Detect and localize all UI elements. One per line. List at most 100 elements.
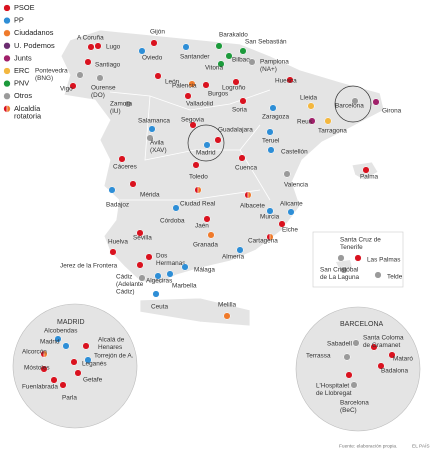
city-label: Alcorcón bbox=[22, 349, 47, 356]
city-dot bbox=[345, 371, 353, 379]
city-label: Ciudad Real bbox=[180, 201, 215, 208]
city-dot bbox=[181, 263, 189, 271]
city-dot bbox=[62, 342, 70, 350]
city-dot bbox=[223, 312, 231, 320]
city-dot bbox=[108, 186, 116, 194]
city-dot bbox=[343, 353, 351, 361]
city-label: Marbella bbox=[172, 283, 197, 290]
city-dot bbox=[266, 207, 274, 215]
city-label: Cuenca bbox=[235, 165, 257, 172]
city-dot bbox=[109, 248, 117, 256]
canarias-land bbox=[336, 260, 352, 270]
city-dot bbox=[267, 146, 275, 154]
city-label: Santiago bbox=[95, 62, 121, 69]
city-dot bbox=[172, 204, 180, 212]
city-label: (BeC) bbox=[340, 407, 357, 414]
city-dot bbox=[154, 72, 162, 80]
city-dot bbox=[351, 97, 359, 105]
city-label: Sevilla bbox=[133, 235, 152, 242]
city-dot bbox=[207, 231, 215, 239]
city-label: Cáceres bbox=[113, 164, 137, 171]
city-dot bbox=[239, 47, 247, 55]
city-dot bbox=[217, 60, 225, 68]
city-label: Valencia bbox=[284, 182, 308, 189]
city-label: Las Palmas bbox=[367, 257, 400, 264]
city-label: Ourense bbox=[91, 85, 116, 92]
city-label: Huesca bbox=[275, 78, 297, 85]
city-label: Santa Cruz de bbox=[340, 237, 381, 244]
city-label: Sabadell bbox=[327, 341, 352, 348]
city-dot bbox=[154, 272, 162, 280]
city-label: de Gramanet bbox=[363, 342, 401, 349]
land bbox=[60, 29, 385, 327]
city-label: Huelva bbox=[108, 239, 128, 246]
city-dot bbox=[3, 67, 11, 75]
city-dot bbox=[124, 100, 132, 108]
city-label: Granada bbox=[193, 242, 218, 249]
spain-mainland bbox=[60, 29, 385, 285]
city-label: Mérida bbox=[140, 192, 160, 199]
city-label: Torrejón de A. bbox=[94, 353, 134, 360]
dot-half bbox=[244, 191, 249, 199]
city-label: Ávila bbox=[150, 138, 164, 147]
city-dot bbox=[202, 81, 210, 89]
city-dot bbox=[152, 290, 160, 298]
inset-title: BARCELONA bbox=[340, 321, 384, 328]
city-dot bbox=[166, 270, 174, 278]
barcelona-zoom-ring bbox=[334, 85, 372, 123]
city-label: Henares bbox=[98, 344, 122, 351]
city-dot bbox=[203, 141, 211, 149]
city-dot bbox=[74, 369, 82, 377]
city-dot bbox=[3, 79, 11, 88]
city-label: Badalona bbox=[381, 368, 408, 375]
city-label: Girona bbox=[382, 108, 402, 115]
city-label: Fuenlabrada bbox=[22, 384, 58, 391]
city-dot bbox=[283, 170, 291, 178]
city-dot bbox=[352, 339, 360, 347]
city-label: Dos bbox=[156, 253, 167, 260]
city-label: Jerez de la Frontera bbox=[60, 263, 118, 270]
city-dot bbox=[96, 74, 104, 82]
city-dot bbox=[388, 351, 396, 359]
city-label: Telde bbox=[387, 274, 403, 281]
city-dot bbox=[148, 125, 156, 133]
regions bbox=[109, 89, 271, 201]
city-label: (BNG) bbox=[35, 75, 53, 82]
city-label: Córdoba bbox=[160, 218, 185, 225]
city-label: Hermanas bbox=[156, 260, 185, 267]
city-dot bbox=[136, 261, 144, 269]
city-label: de La Laguna bbox=[320, 274, 360, 281]
inset-title: MADRID bbox=[57, 319, 85, 326]
city-dot bbox=[232, 78, 240, 86]
city-label: Albacete bbox=[240, 203, 265, 210]
city-label: PNV bbox=[14, 79, 29, 88]
city-label: Almería bbox=[222, 254, 244, 261]
city-label: Palencia bbox=[172, 83, 197, 90]
city-dot bbox=[3, 4, 11, 12]
source: Fuente: elaboración propia. bbox=[339, 443, 397, 449]
city-label: Otros bbox=[14, 91, 32, 100]
city-dot bbox=[307, 102, 315, 110]
city-dot bbox=[129, 180, 137, 188]
city-label: (Adelante bbox=[116, 281, 144, 288]
city-label: Tarragona bbox=[318, 128, 347, 135]
dot-half bbox=[3, 105, 8, 113]
city-label: Madrid bbox=[40, 339, 60, 346]
city-label: Bilbao bbox=[232, 57, 250, 64]
city-label: Zamora bbox=[110, 101, 132, 108]
city-label: Barcelona bbox=[335, 103, 364, 110]
city-dot bbox=[50, 376, 58, 384]
city-label: Móstoles bbox=[24, 365, 50, 372]
city-label: Cádiz bbox=[116, 274, 132, 281]
city-dot bbox=[370, 343, 378, 351]
canarias-box bbox=[312, 231, 404, 288]
city-dot bbox=[203, 215, 211, 223]
city-label: Algeciras bbox=[146, 278, 172, 285]
city-label: de Llobregat bbox=[316, 390, 352, 397]
city-label: San Cristóbal bbox=[320, 267, 358, 274]
city-dot bbox=[362, 166, 370, 174]
city-label: Madrid bbox=[196, 150, 216, 157]
city-label: Zaragoza bbox=[262, 114, 289, 121]
city-label: Terrassa bbox=[306, 353, 331, 360]
